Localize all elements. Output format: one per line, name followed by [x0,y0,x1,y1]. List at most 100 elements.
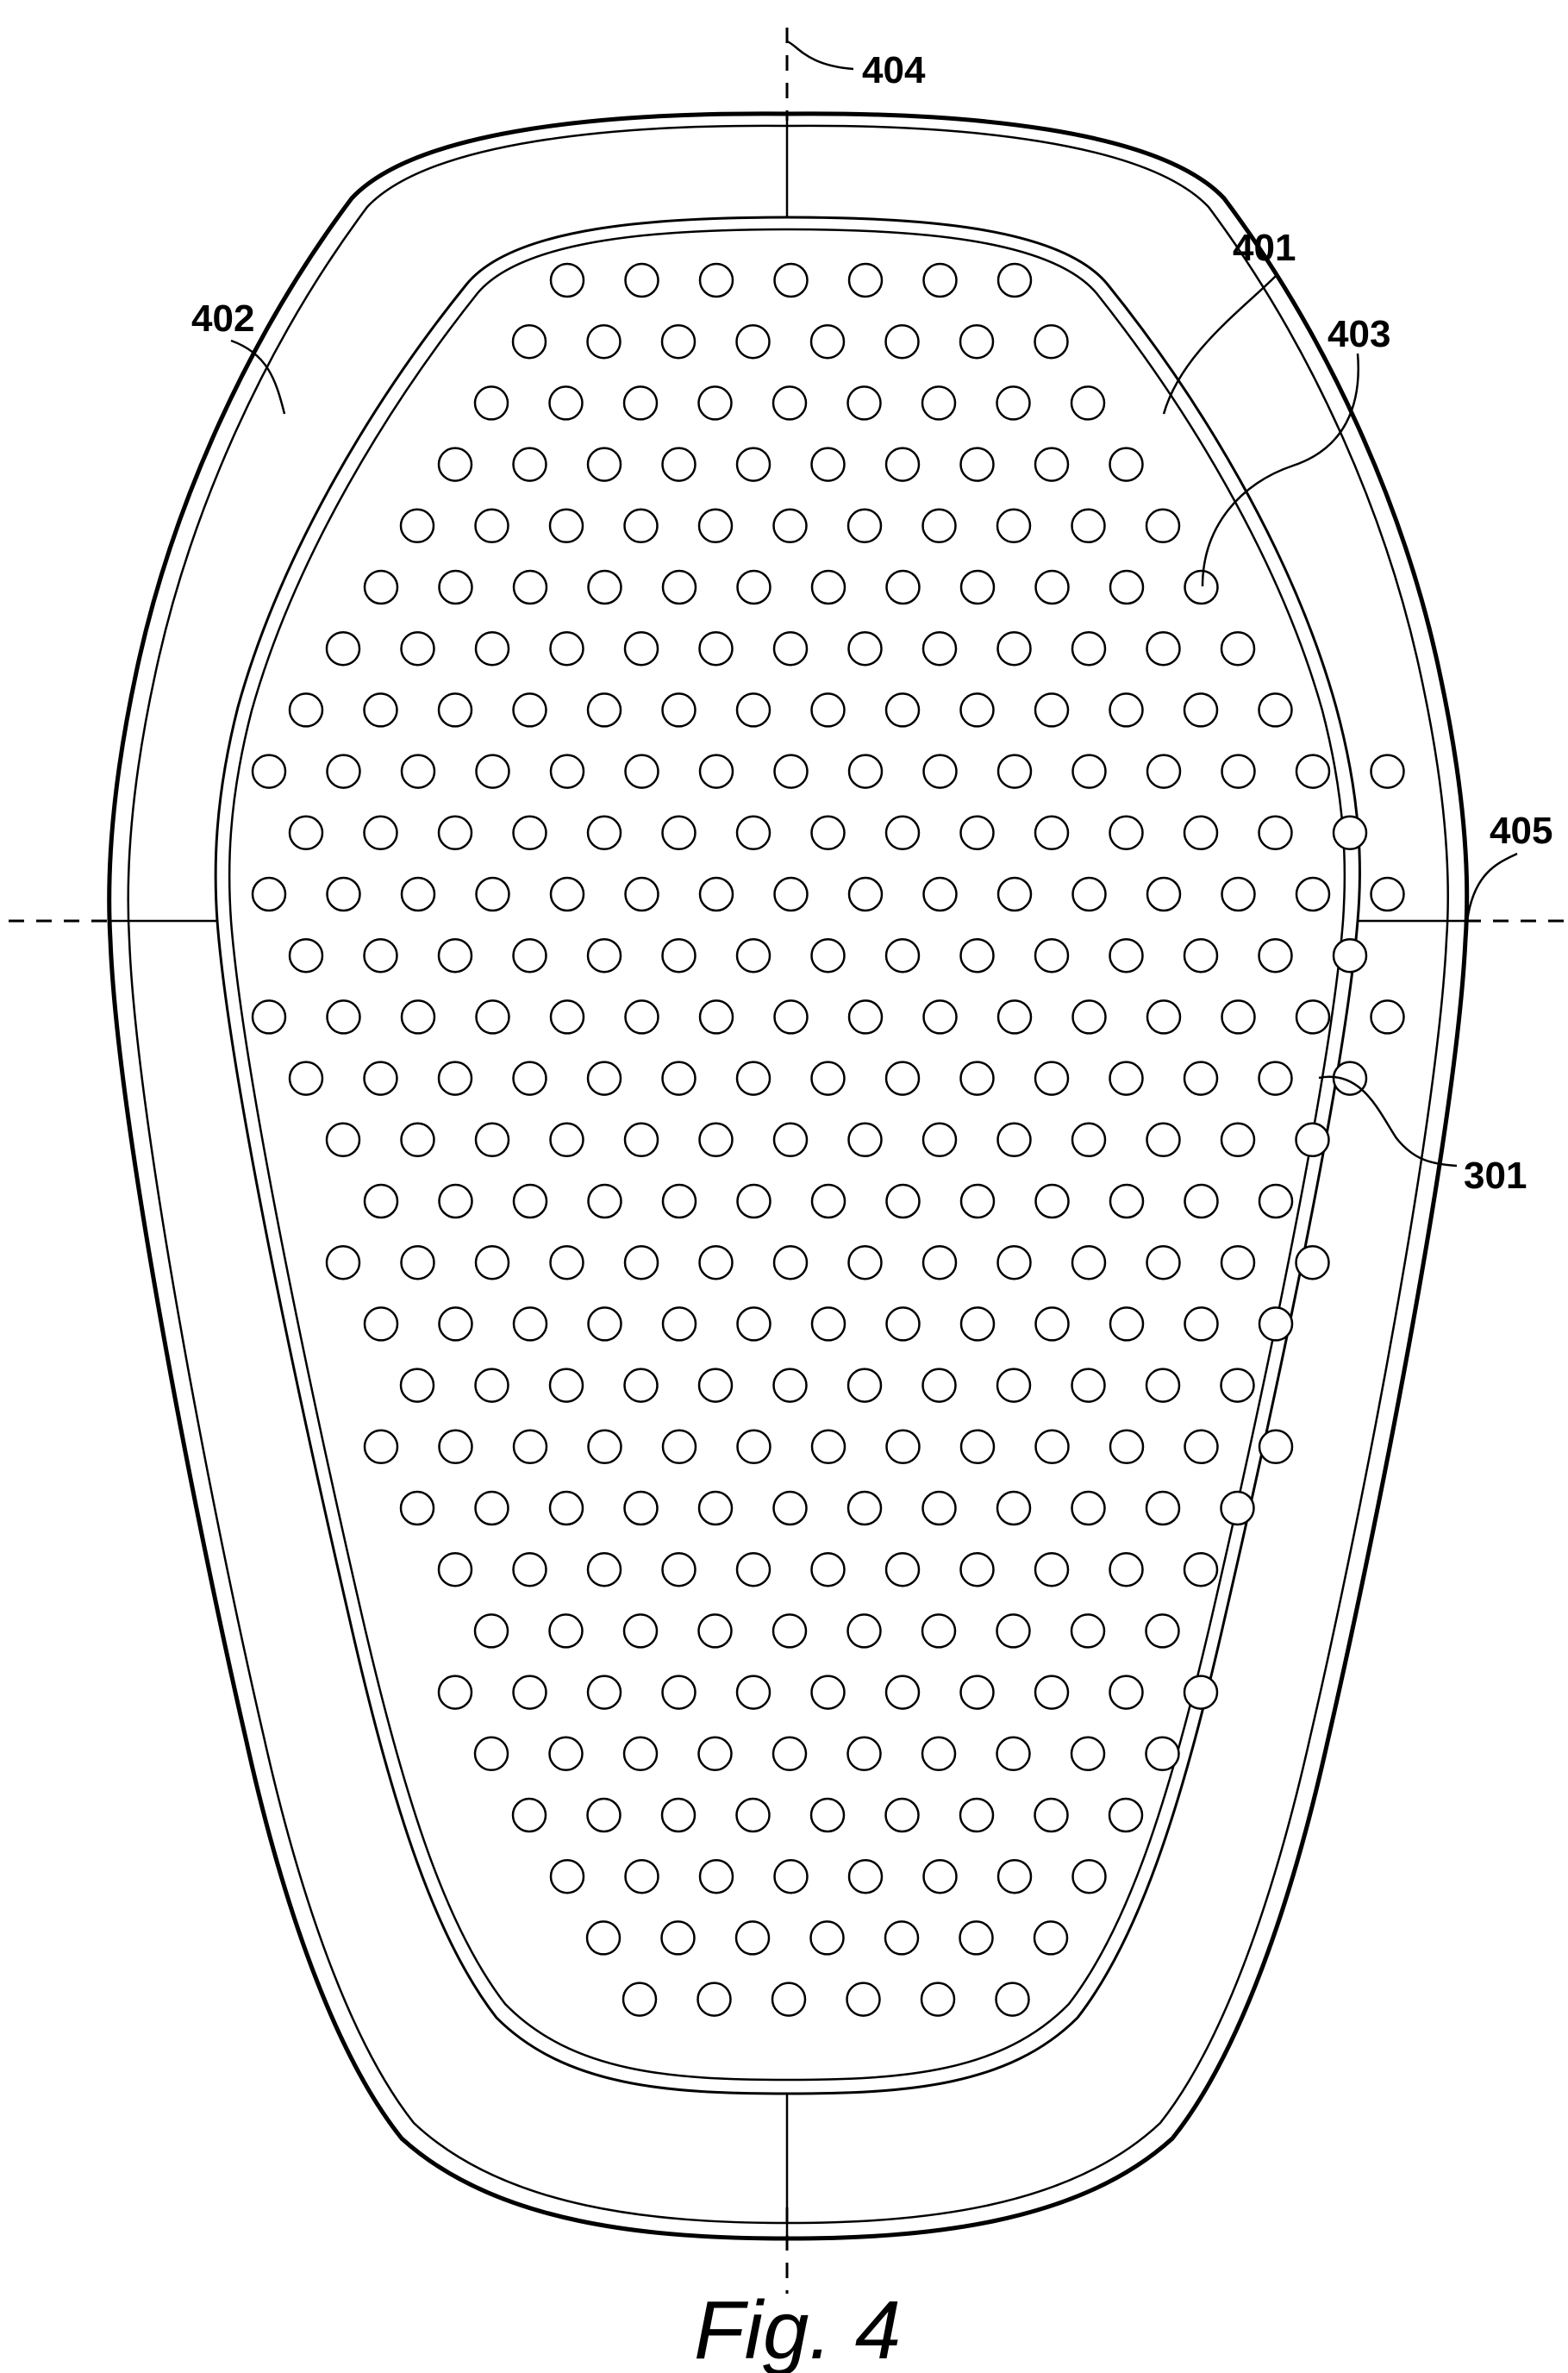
ventilation-hole [1146,510,1179,542]
ventilation-hole [1184,817,1217,849]
ventilation-hole [774,632,807,665]
ventilation-hole [737,939,770,972]
ventilation-hole [1072,1492,1105,1525]
ventilation-hole [736,1921,769,1954]
ventilation-hole [1110,693,1143,726]
ventilation-hole [1110,817,1143,849]
ventilation-hole [1036,1185,1069,1218]
ventilation-hole [1035,325,1068,358]
ventilation-hole [1222,878,1255,911]
ventilation-hole [476,1369,509,1402]
ventilation-hole [439,1676,472,1709]
ventilation-hole [1221,1369,1254,1402]
ventilation-hole [1221,1492,1254,1525]
ventilation-hole [961,1062,994,1095]
ventilation-hole [961,693,994,726]
ventilation-hole [439,1553,472,1586]
ref-404: 404 [862,49,926,91]
ref-401: 401 [1233,227,1296,269]
ventilation-hole [253,878,285,911]
ventilation-hole [365,1307,397,1340]
ventilation-hole [811,1921,844,1954]
ventilation-hole [1073,878,1106,911]
ventilation-hole [737,1676,770,1709]
ventilation-hole [885,1921,918,1954]
ventilation-hole [662,1921,695,1954]
ventilation-hole [1146,1492,1179,1525]
ventilation-hole [625,510,658,542]
ventilation-hole [1185,571,1218,604]
ventilation-hole [402,1246,434,1279]
figure-caption: Fig. 4 [694,2284,901,2373]
ventilation-hole [998,755,1031,788]
ventilation-hole [886,1799,919,1831]
ventilation-hole [700,264,733,297]
ventilation-hole [1147,632,1180,665]
ventilation-hole [1035,1062,1068,1095]
ventilation-hole [588,1676,621,1709]
ventilation-hole [290,939,322,972]
ventilation-hole [922,1614,955,1647]
ventilation-hole [998,632,1031,665]
ventilation-hole [886,1062,919,1095]
ventilation-hole [290,693,322,726]
ventilation-hole [848,1492,881,1525]
ventilation-hole [1036,1307,1069,1340]
ventilation-hole [1296,1124,1329,1156]
ventilation-hole [1259,1062,1292,1095]
ventilation-hole [849,1000,882,1033]
ventilation-hole [1035,693,1068,726]
ref-402: 402 [191,297,254,340]
ventilation-hole [365,1185,397,1218]
ventilation-hole [550,510,583,542]
ventilation-hole [1221,1246,1254,1279]
ventilation-hole [922,386,955,419]
ventilation-hole [1036,571,1069,604]
ventilation-hole [961,448,994,481]
ventilation-hole [327,632,359,665]
ventilation-hole [1110,571,1143,604]
ventilation-hole [513,325,546,358]
ventilation-hole [961,1553,994,1586]
ventilation-hole [440,1185,472,1218]
ventilation-hole [1073,755,1106,788]
ventilation-hole [998,1000,1031,1033]
ventilation-hole [849,1124,882,1156]
ventilation-hole [1259,1431,1292,1463]
ventilation-hole [772,1983,805,2016]
ventilation-hole [1035,1553,1068,1586]
ventilation-hole [700,1000,733,1033]
ventilation-hole [514,1307,547,1340]
ventilation-hole [812,1676,845,1709]
ventilation-hole [1259,1307,1292,1340]
ventilation-hole [848,1737,881,1770]
ventilation-hole [513,1799,546,1831]
ventilation-hole [439,448,472,481]
ventilation-hole [589,1307,622,1340]
ventilation-hole [551,1246,584,1279]
ventilation-hole [514,817,547,849]
ventilation-hole [812,1062,845,1095]
ref-403: 403 [1327,313,1390,355]
ventilation-hole [775,878,808,911]
ventilation-hole [625,1492,658,1525]
ventilation-hole [998,878,1031,911]
ventilation-hole [887,1431,920,1463]
ventilation-hole [663,571,696,604]
ventilation-hole [589,1185,622,1218]
ventilation-hole [589,571,622,604]
ventilation-hole [328,1000,360,1033]
ventilation-hole [328,878,360,911]
ventilation-hole [365,817,397,849]
ventilation-hole [775,1860,808,1893]
ventilation-hole [477,1000,509,1033]
ventilation-hole [1259,1185,1292,1218]
ventilation-hole [439,817,472,849]
ventilation-hole [514,939,547,972]
ventilation-hole [402,1124,434,1156]
ventilation-hole [996,1983,1029,2016]
ventilation-hole [1296,1246,1329,1279]
outer-shell-inner-line [128,126,1448,2223]
ventilation-hole [924,1000,957,1033]
ventilation-hole [589,1431,622,1463]
